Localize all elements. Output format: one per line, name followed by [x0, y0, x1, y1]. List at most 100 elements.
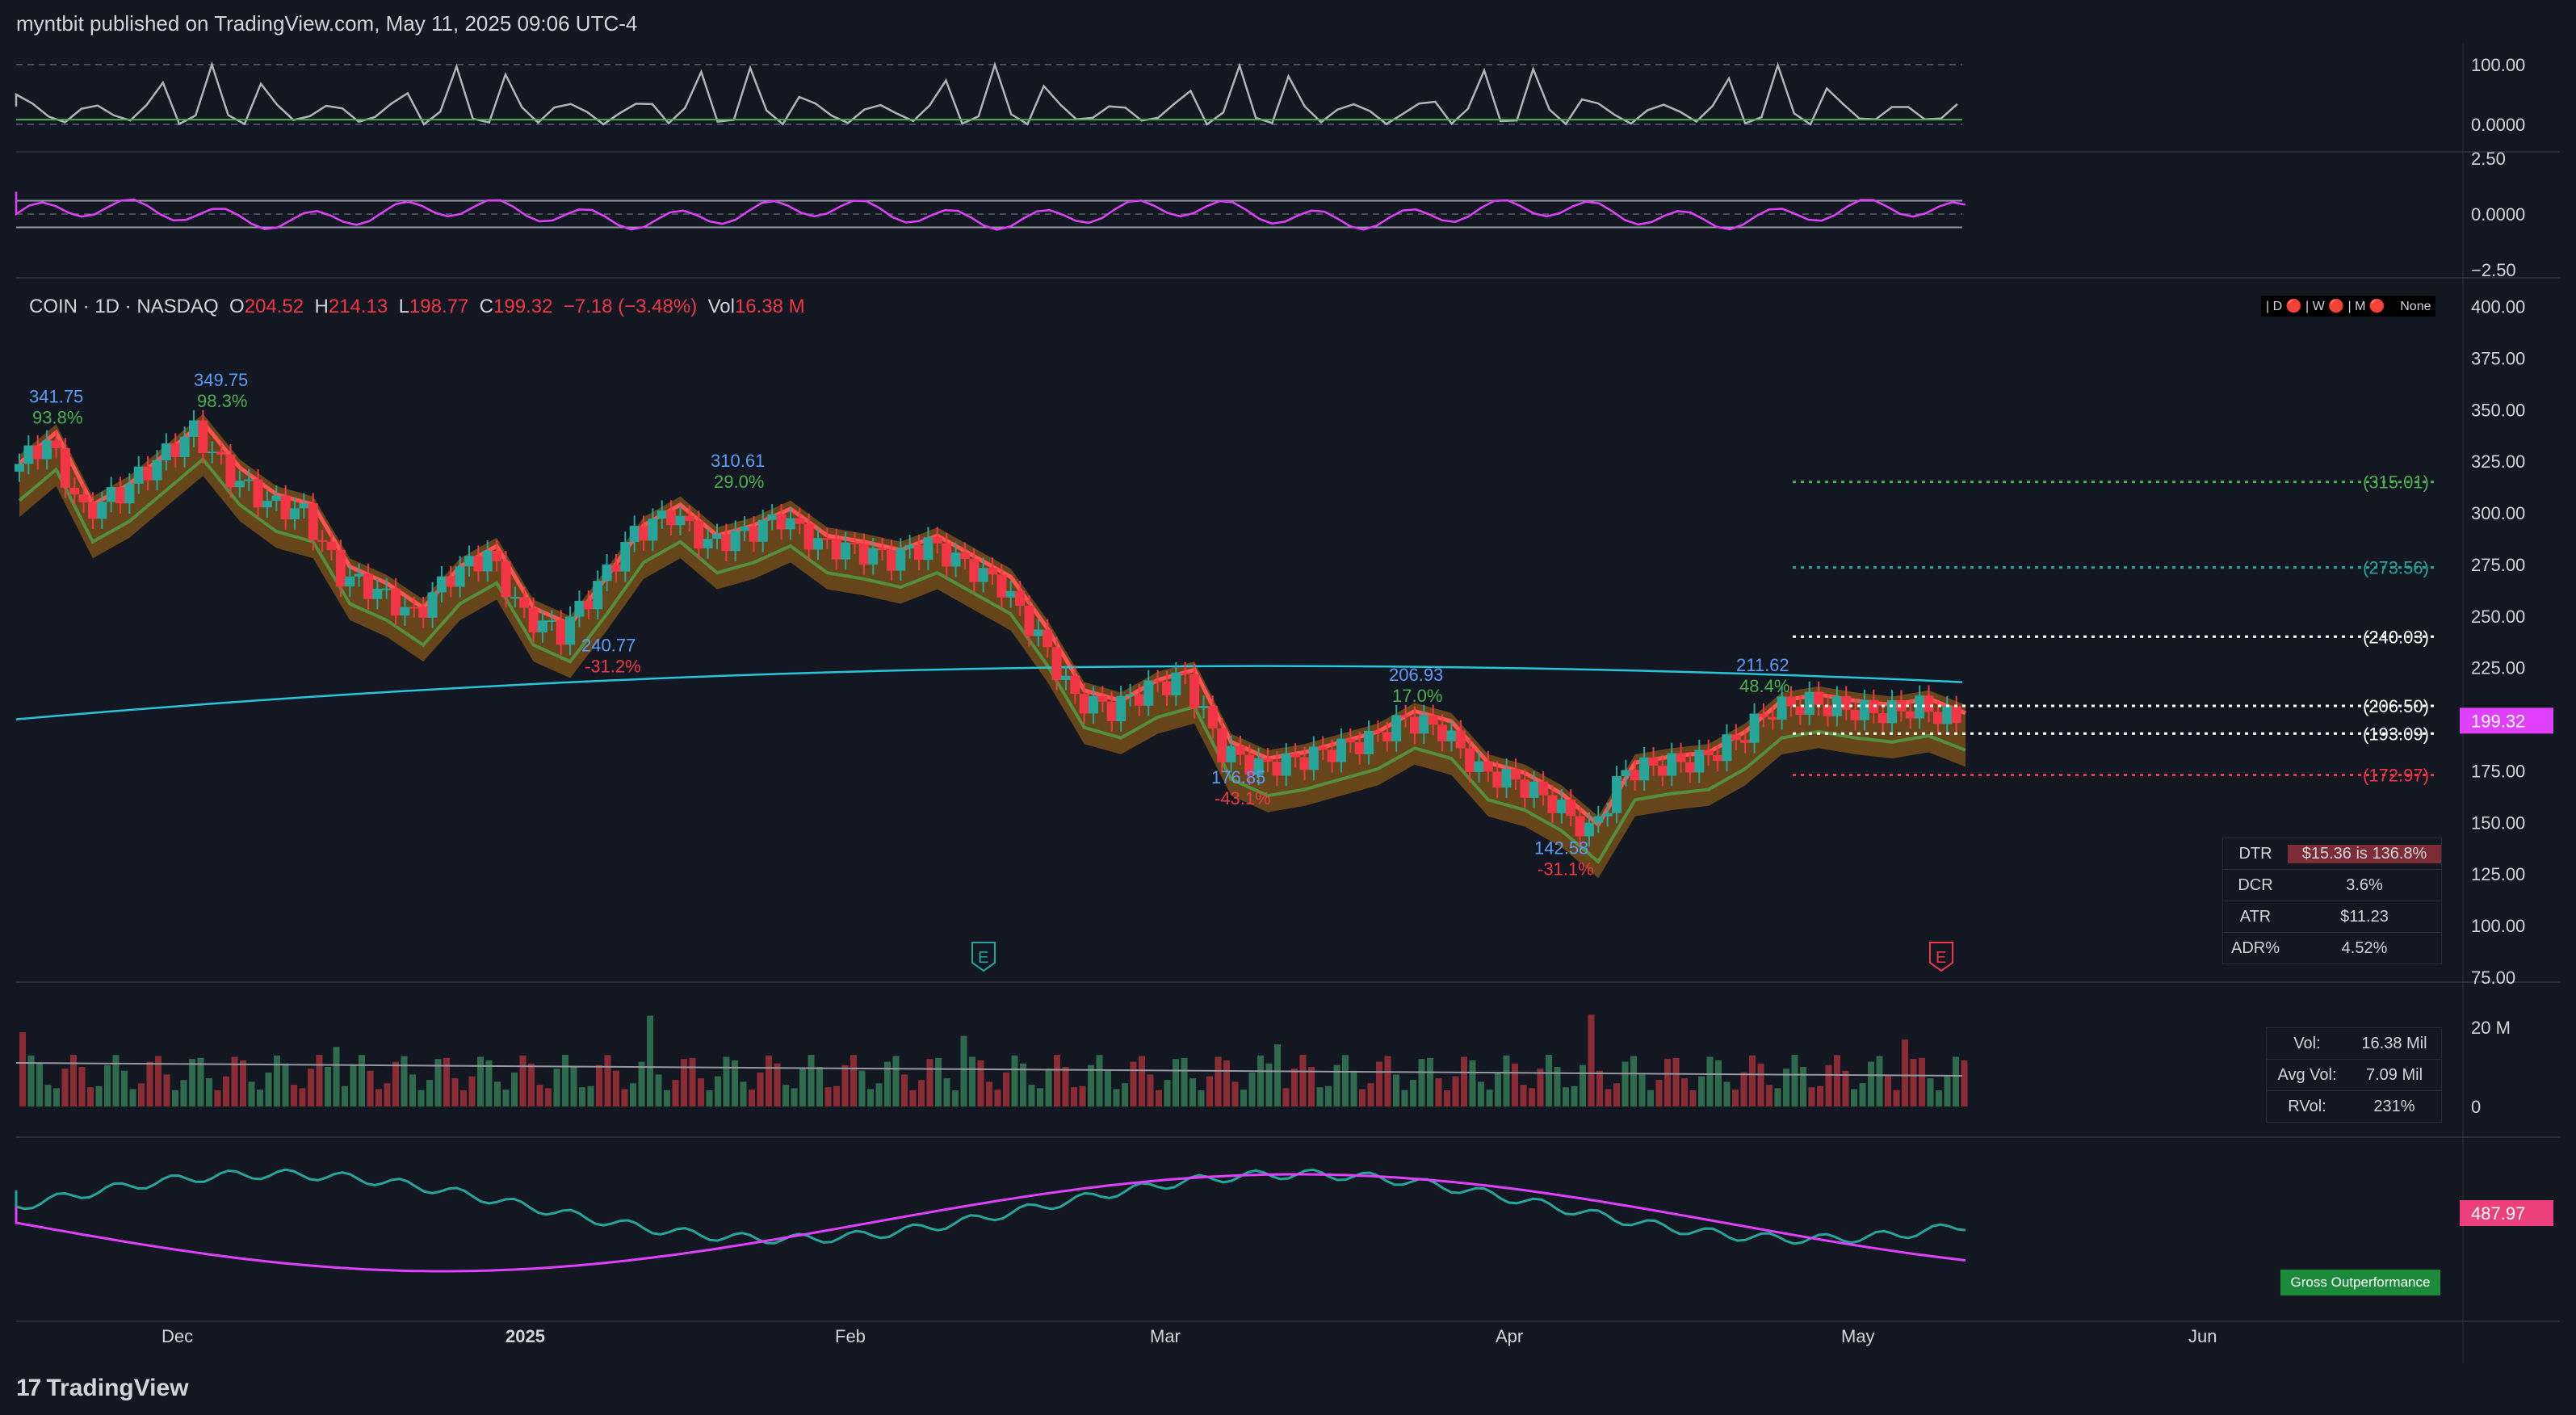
volume-bar [189, 1059, 195, 1106]
price-y-tick: 375.00 [2471, 348, 2525, 368]
volume-bar [27, 1055, 35, 1106]
tradingview-brand[interactable]: 17 TradingView [16, 1375, 189, 1402]
volume-bar [664, 1090, 670, 1106]
candle-body [1106, 701, 1117, 721]
volume-bar [587, 1085, 594, 1106]
volume-bar [1588, 1014, 1595, 1106]
candle-body [1520, 779, 1530, 798]
price-stats-table: DTR $15.36 is 136.8% DCR 3.6% ATR $11.23 AD… [2222, 838, 2442, 964]
volume-bar [1910, 1059, 1917, 1106]
volume-bar [1936, 1090, 1942, 1106]
pivot-label: 341.75 [29, 386, 83, 406]
candle-body [1428, 715, 1438, 725]
volume-bar [265, 1072, 272, 1106]
volume-bar [1071, 1087, 1077, 1106]
volume-bar [1834, 1055, 1840, 1106]
volume-bar [1512, 1063, 1518, 1106]
volume-bar [409, 1074, 416, 1106]
candle-body [1942, 706, 1953, 724]
volume-bar [655, 1074, 662, 1106]
volume-bar [1664, 1059, 1671, 1106]
pivot-label: 142.58 [1534, 838, 1588, 858]
candle-body [51, 440, 61, 448]
volume-bar [1783, 1069, 1789, 1106]
candle-body [198, 420, 208, 453]
volume-bar [1563, 1087, 1569, 1106]
candle-body [188, 420, 199, 437]
candle-body [335, 549, 346, 587]
candle-body [1373, 730, 1383, 733]
volume-bar [1393, 1074, 1399, 1106]
candle-body [1630, 770, 1640, 781]
vol-label: Vol [707, 296, 735, 317]
volume-bar [206, 1078, 212, 1106]
candle-body [363, 573, 373, 599]
candle-body [1308, 746, 1319, 770]
candle-body [942, 543, 952, 567]
volume-bar [1554, 1067, 1561, 1106]
volume-bar [1240, 1090, 1247, 1106]
volume-bar [1740, 1072, 1747, 1106]
volume-bar [1206, 1076, 1213, 1106]
stat-row: ADR% 4.52% [2223, 932, 2441, 964]
volume-bar [121, 1070, 128, 1106]
chart-svg[interactable]: 100.00 0.0000 2.50 0.0000 −2.50 400.00 375.00 3… [0, 44, 2576, 1363]
volume-bar [943, 1078, 950, 1106]
candle-body [1043, 629, 1053, 648]
candle-body [776, 514, 787, 530]
volume-bar [1359, 1089, 1366, 1106]
candle-body [648, 519, 658, 541]
candle-body [161, 443, 171, 460]
candle-body [1409, 716, 1420, 734]
volume-bar [782, 1085, 789, 1106]
candle-body [345, 576, 355, 587]
candle-body [1171, 672, 1181, 695]
candle-body [1612, 775, 1622, 813]
candle-body [1060, 675, 1071, 680]
ema-ribbon [19, 414, 1966, 879]
candle-body [1951, 706, 1961, 724]
volume-bar [1147, 1074, 1154, 1106]
candle-body [464, 556, 475, 567]
chart-area[interactable]: 100.00 0.0000 2.50 0.0000 −2.50 400.00 375.00 3… [0, 44, 2576, 1363]
candle-body [528, 607, 539, 632]
candle-body [1299, 757, 1310, 770]
volume-bar [1181, 1057, 1188, 1106]
volume-bar [443, 1057, 450, 1106]
price-y-tick: 150.00 [2471, 812, 2525, 833]
candle-body [326, 541, 337, 550]
candle-body [1354, 741, 1365, 755]
volume-bar [325, 1066, 331, 1106]
candle-body [1180, 672, 1190, 674]
candle-body [1713, 755, 1723, 762]
stat-row: Vol: 16.38 Mil [2267, 1028, 2441, 1059]
volume-bar [833, 1085, 840, 1106]
stat-label: ATR [2239, 907, 2272, 926]
candle-body [711, 534, 722, 540]
volume-bar [95, 1085, 103, 1106]
volume-bar [1596, 1070, 1603, 1106]
candle-body [15, 464, 24, 472]
volume-bar [163, 1074, 170, 1106]
candle-body [69, 487, 80, 495]
candle-body [244, 479, 254, 481]
candle-body [1529, 781, 1539, 798]
volume-bar [647, 1015, 653, 1106]
candle-body [1263, 758, 1273, 762]
volume-bar [214, 1090, 221, 1106]
timeframe-badge[interactable]: | D 🔴 | W 🔴 | M 🔴 None [2261, 296, 2436, 317]
volume-bar [333, 1047, 340, 1106]
candle-body [657, 510, 667, 519]
volume-bar [1655, 1080, 1663, 1106]
mom-line [15, 191, 1966, 231]
volume-bar [1274, 1044, 1281, 1106]
volume-bar [884, 1061, 891, 1106]
candle-body [299, 503, 309, 509]
footer-bar: 17 TradingView [0, 1363, 2576, 1415]
volume-bar [1698, 1076, 1705, 1106]
candle-body [1758, 713, 1768, 717]
candle-body [1731, 734, 1741, 741]
volume-bar [1723, 1081, 1731, 1106]
volume-bar [223, 1076, 229, 1106]
volume-bar [1248, 1072, 1256, 1106]
